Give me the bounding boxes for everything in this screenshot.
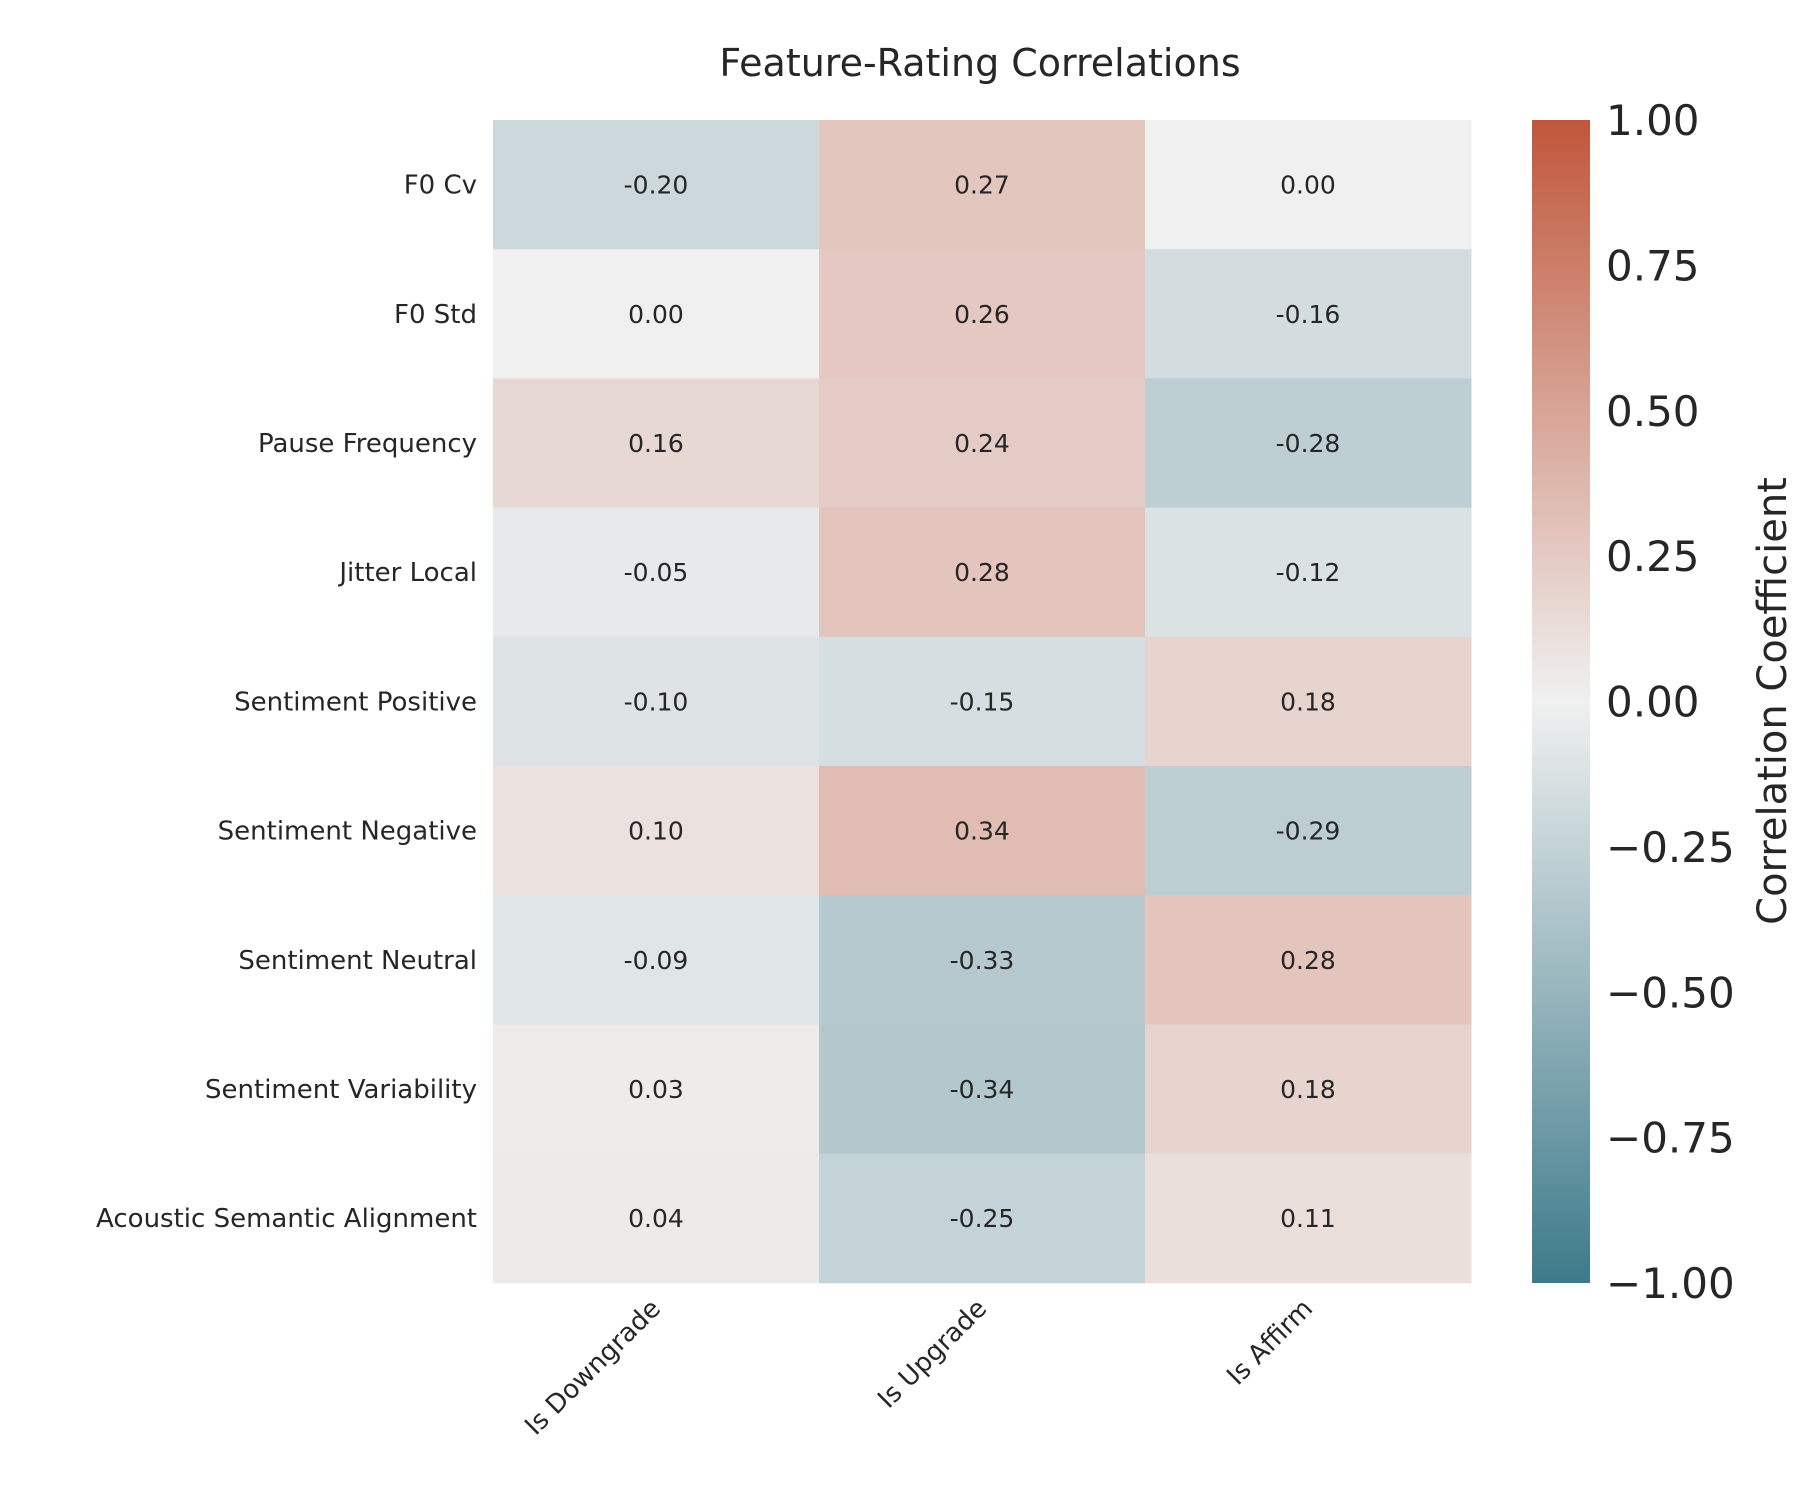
cell-value-label: 0.27 (954, 171, 1010, 200)
heatmap-cell (819, 249, 1146, 379)
cell-value-label: -0.10 (624, 687, 689, 716)
cell-value-label: -0.25 (950, 1204, 1015, 1233)
cell-value-label: 0.28 (1280, 946, 1336, 975)
heatmap-cell (493, 895, 820, 1025)
cell-value-label: -0.34 (950, 1075, 1015, 1104)
row-label: Sentiment Negative (218, 817, 477, 847)
cell-value-label: 0.11 (1280, 1204, 1336, 1233)
row-label: Pause Frequency (258, 429, 477, 459)
colorbar-tick-label: −0.50 (1606, 968, 1735, 1017)
cell-value-label: -0.05 (624, 558, 689, 587)
cell-value-label: -0.20 (624, 171, 689, 200)
heatmap-cells: -0.20 0.27 0.00 0.00 0.26 -0.16 0.16 0.24 -0.28 -… (493, 120, 1472, 1284)
row-label: Acoustic Semantic Alignment (96, 1204, 477, 1234)
column-label: Is Upgrade (872, 1294, 993, 1415)
cell-value-label: 0.00 (628, 300, 684, 329)
colorbar (1532, 120, 1590, 1283)
cell-value-label: -0.12 (1276, 558, 1341, 587)
heatmap-cell (493, 249, 820, 379)
cell-value-label: 0.10 (628, 817, 684, 846)
cell-value-label: 0.24 (954, 429, 1010, 458)
heatmap-cell (819, 1153, 1146, 1284)
row-label: F0 Std (394, 300, 477, 330)
heatmap-cell (819, 895, 1146, 1025)
colorbar-tick-label: 0.50 (1606, 387, 1700, 436)
heatmap-cell (493, 1024, 820, 1155)
cell-value-label: 0.04 (628, 1204, 684, 1233)
heatmap-cell (493, 766, 820, 896)
heatmap-cell (819, 636, 1146, 767)
cell-value-label: -0.15 (950, 687, 1015, 716)
row-label: Sentiment Variability (205, 1075, 477, 1105)
colorbar-tick-label: −1.00 (1606, 1259, 1735, 1308)
column-label: Is Affirm (1221, 1294, 1319, 1392)
heatmap-cell (819, 120, 1146, 250)
heatmap-cell (819, 766, 1146, 896)
cell-value-label: -0.09 (624, 946, 689, 975)
cell-value-label: -0.16 (1276, 300, 1341, 329)
cell-value-label: -0.28 (1276, 429, 1341, 458)
heatmap-cell (1145, 1153, 1472, 1284)
colorbar-tick-label: 0.75 (1606, 241, 1700, 290)
heatmap-cell (1145, 895, 1472, 1025)
cell-value-label: 0.18 (1280, 687, 1336, 716)
heatmap-cell (1145, 766, 1472, 896)
column-labels: Is Downgrade Is Upgrade Is Affirm (519, 1294, 1319, 1442)
heatmap-cell (1145, 378, 1472, 509)
colorbar-ticks: 1.00 0.75 0.50 0.25 0.00 −0.25 −0.50 −0.75 −1.00 (1606, 96, 1735, 1308)
chart-title: Feature-Rating Correlations (719, 41, 1240, 85)
colorbar-tick-label: 1.00 (1606, 96, 1700, 145)
cell-value-label: 0.34 (954, 817, 1010, 846)
heatmap-cell (1145, 636, 1472, 767)
heatmap-cell (493, 636, 820, 767)
colorbar-label: Correlation Coefficient (1750, 477, 1796, 925)
cell-value-label: 0.18 (1280, 1075, 1336, 1104)
cell-value-label: 0.03 (628, 1075, 684, 1104)
heatmap-cell (819, 378, 1146, 509)
row-label: Sentiment Positive (234, 687, 477, 717)
heatmap-cell (493, 507, 820, 638)
heatmap-cell (819, 1024, 1146, 1155)
heatmap-cell (493, 1153, 820, 1284)
cell-value-label: -0.33 (950, 946, 1015, 975)
row-label: F0 Cv (404, 171, 477, 201)
cell-value-label: -0.29 (1276, 817, 1341, 846)
colorbar-tick-label: 0.25 (1606, 532, 1700, 581)
heatmap-cell (1145, 249, 1472, 379)
colorbar-tick-label: −0.25 (1606, 823, 1735, 872)
column-label: Is Downgrade (519, 1294, 667, 1442)
row-labels: F0 Cv F0 Std Pause Frequency Jitter Local Se… (96, 171, 477, 1235)
heatmap-cell (819, 507, 1146, 638)
heatmap-cell (1145, 1024, 1472, 1155)
heatmap-cell (493, 120, 820, 250)
heatmap-cell (1145, 507, 1472, 638)
colorbar-tick-label: −0.75 (1606, 1114, 1735, 1163)
cell-value-label: 0.28 (954, 558, 1010, 587)
cell-value-label: 0.00 (1280, 171, 1336, 200)
cell-value-label: 0.26 (954, 300, 1010, 329)
colorbar-tick-label: 0.00 (1606, 678, 1700, 727)
heatmap-cell (493, 378, 820, 509)
heatmap-cell (1145, 120, 1472, 250)
row-label: Sentiment Neutral (238, 946, 477, 976)
cell-value-label: 0.16 (628, 429, 684, 458)
row-label: Jitter Local (337, 558, 477, 588)
